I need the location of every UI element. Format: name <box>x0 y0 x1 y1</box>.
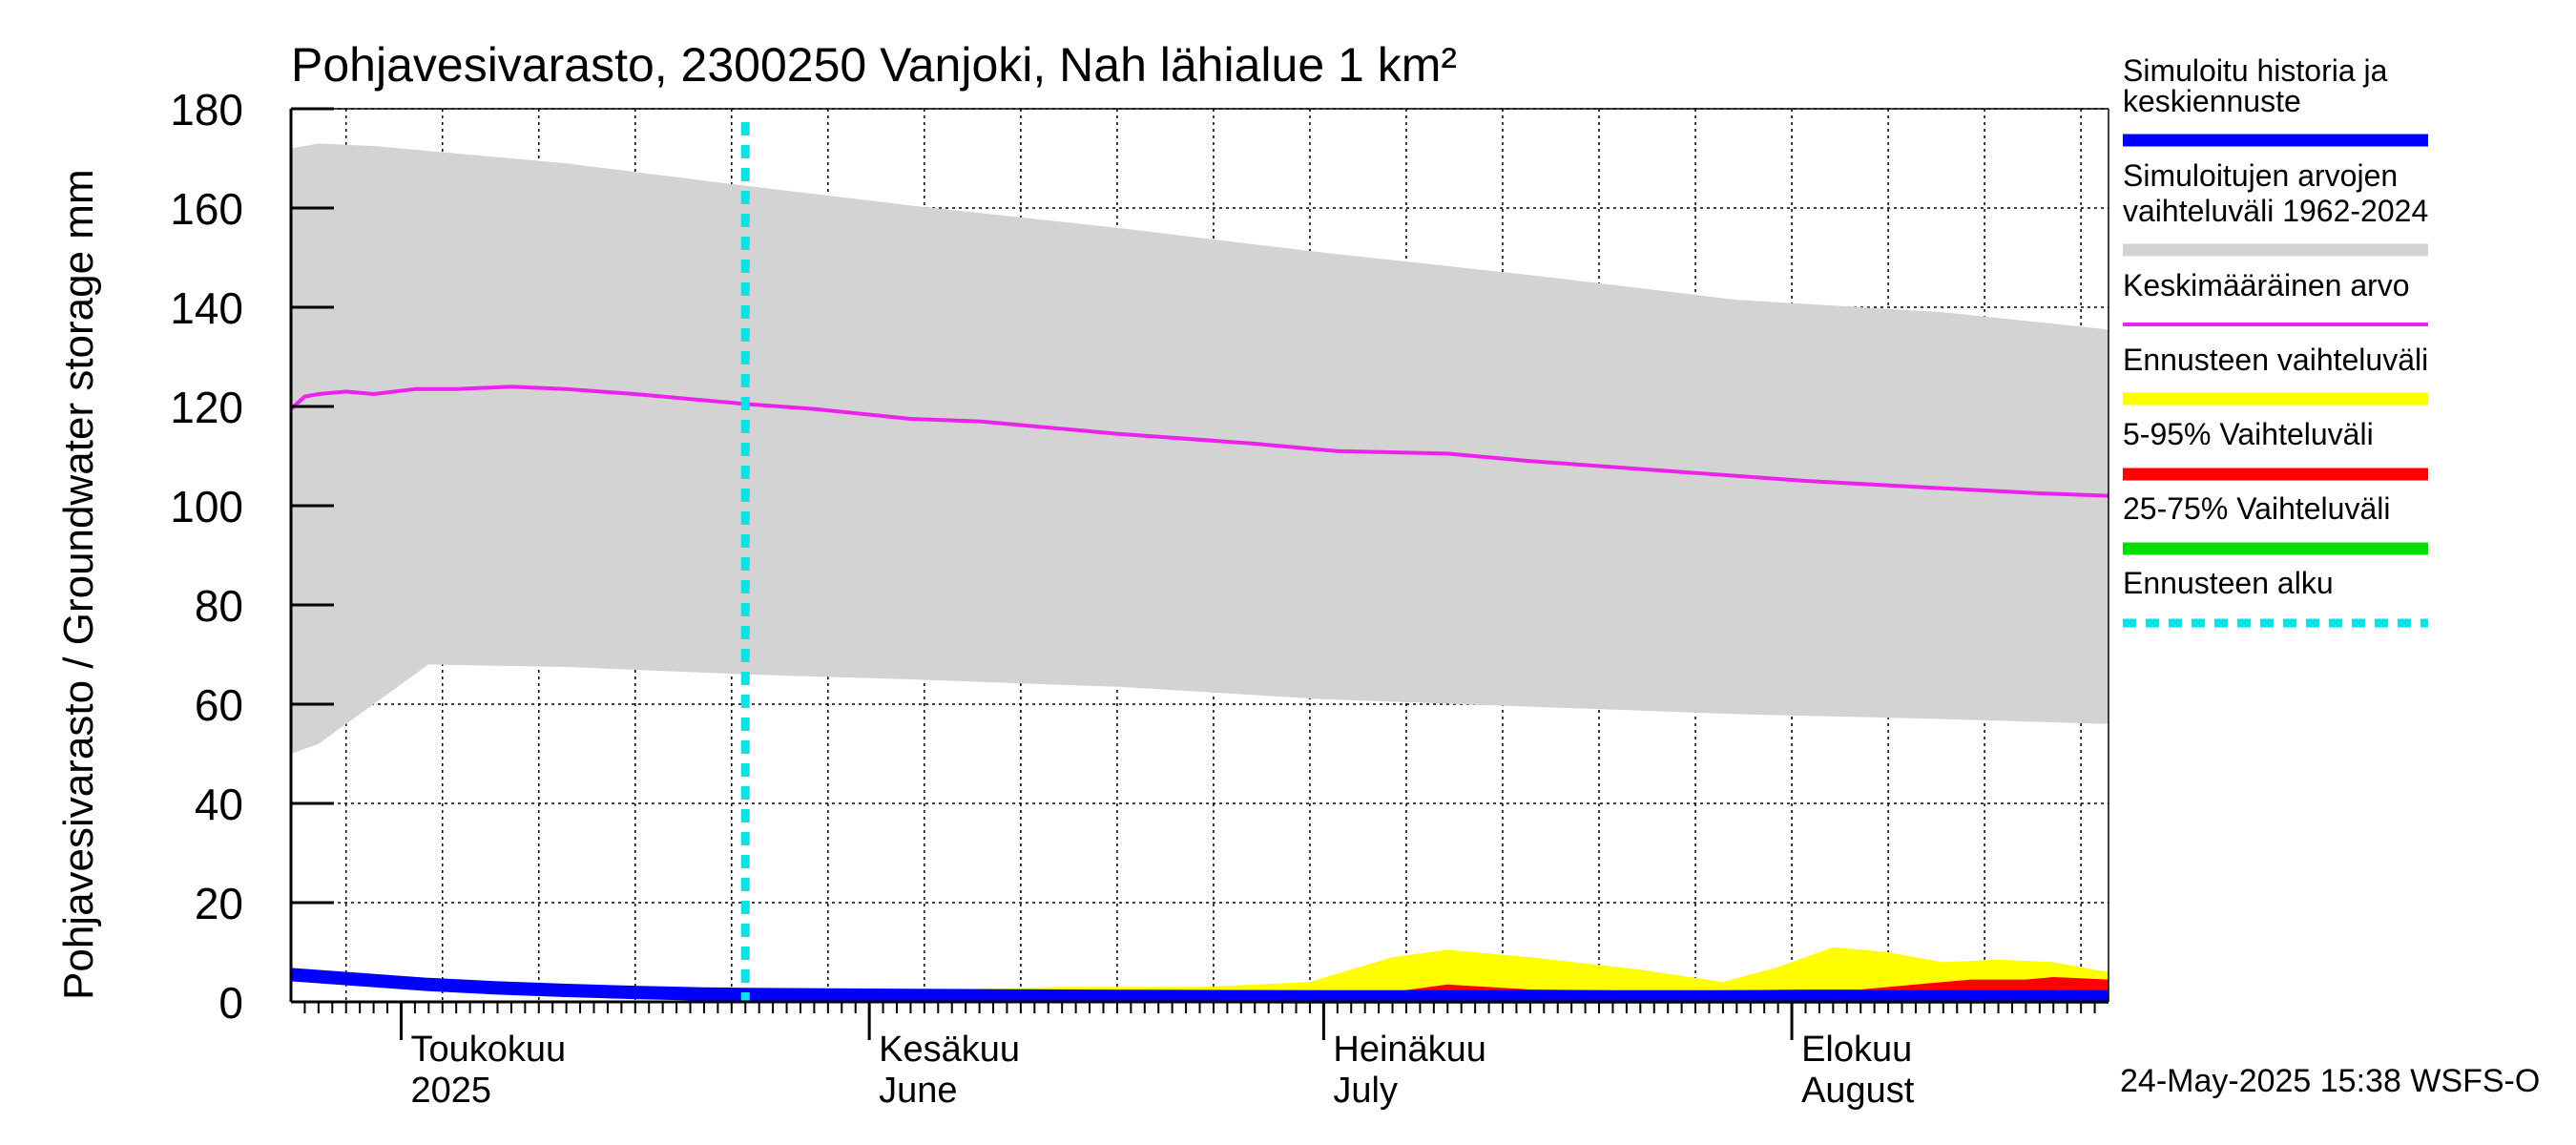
legend-label-ennusteen-alku: Ennusteen alku <box>2123 566 2334 600</box>
y-axis-label: Pohjavesivarasto / Groundwater storage m… <box>55 169 102 1000</box>
y-tick-label: 0 <box>218 978 243 1028</box>
x-month-label: Kesäkuu <box>879 1030 1020 1070</box>
y-tick-label: 120 <box>170 383 243 432</box>
y-tick-label: 180 <box>170 85 243 135</box>
x-month-label: Toukokuu <box>410 1030 566 1070</box>
y-tick-label: 20 <box>195 879 243 928</box>
y-tick-label: 40 <box>195 780 243 829</box>
y-tick-label: 160 <box>170 184 243 234</box>
band-ennusteen-vaihteluv-li <box>745 947 2109 997</box>
legend-label-simuloitu-historia-ja: Simuloitu historia ja <box>2123 53 2388 88</box>
y-tick-label: 140 <box>170 283 243 333</box>
line-keskim-r-inen-arvo <box>289 385 2109 498</box>
x-month-sublabel: June <box>879 1071 957 1111</box>
band-simuloitujen-arvojen-vaihteluv-li-1962-2024 <box>291 143 2109 754</box>
legend-sublabel-simuloitujen-arvojen: vaihteluväli 1962-2024 <box>2123 194 2428 228</box>
x-month-sublabel: July <box>1333 1071 1398 1111</box>
chart-title: Pohjavesivarasto, 2300250 Vanjoki, Nah l… <box>291 38 1457 92</box>
legend-sublabel-simuloitu-historia-ja: keskiennuste <box>2123 84 2301 118</box>
series-lines <box>289 122 2109 1004</box>
legend-label-25-75-vaihteluv-li: 25-75% Vaihteluväli <box>2123 491 2390 526</box>
x-month-sublabel: August <box>1801 1071 1915 1111</box>
legend-label-simuloitujen-arvojen: Simuloitujen arvojen <box>2123 158 2398 193</box>
legend-label-ennusteen-vaihteluv-li: Ennusteen vaihteluväli <box>2123 343 2428 377</box>
x-month-label: Elokuu <box>1801 1030 1912 1070</box>
line-simuloitu-historia-ja-keskiennuste <box>290 968 2109 1004</box>
x-month-sublabel: 2025 <box>410 1071 491 1111</box>
y-tick-label: 80 <box>195 581 243 631</box>
footer-timestamp: 24-May-2025 15:38 WSFS-O <box>2120 1063 2540 1099</box>
x-month-label: Heinäkuu <box>1333 1030 1486 1070</box>
legend-label-keskim-r-inen-arvo: Keskimääräinen arvo <box>2123 268 2410 302</box>
y-tick-label: 100 <box>170 482 243 531</box>
y-tick-label: 60 <box>195 680 243 730</box>
legend-label-5-95-vaihteluv-li: 5-95% Vaihteluväli <box>2123 417 2374 451</box>
